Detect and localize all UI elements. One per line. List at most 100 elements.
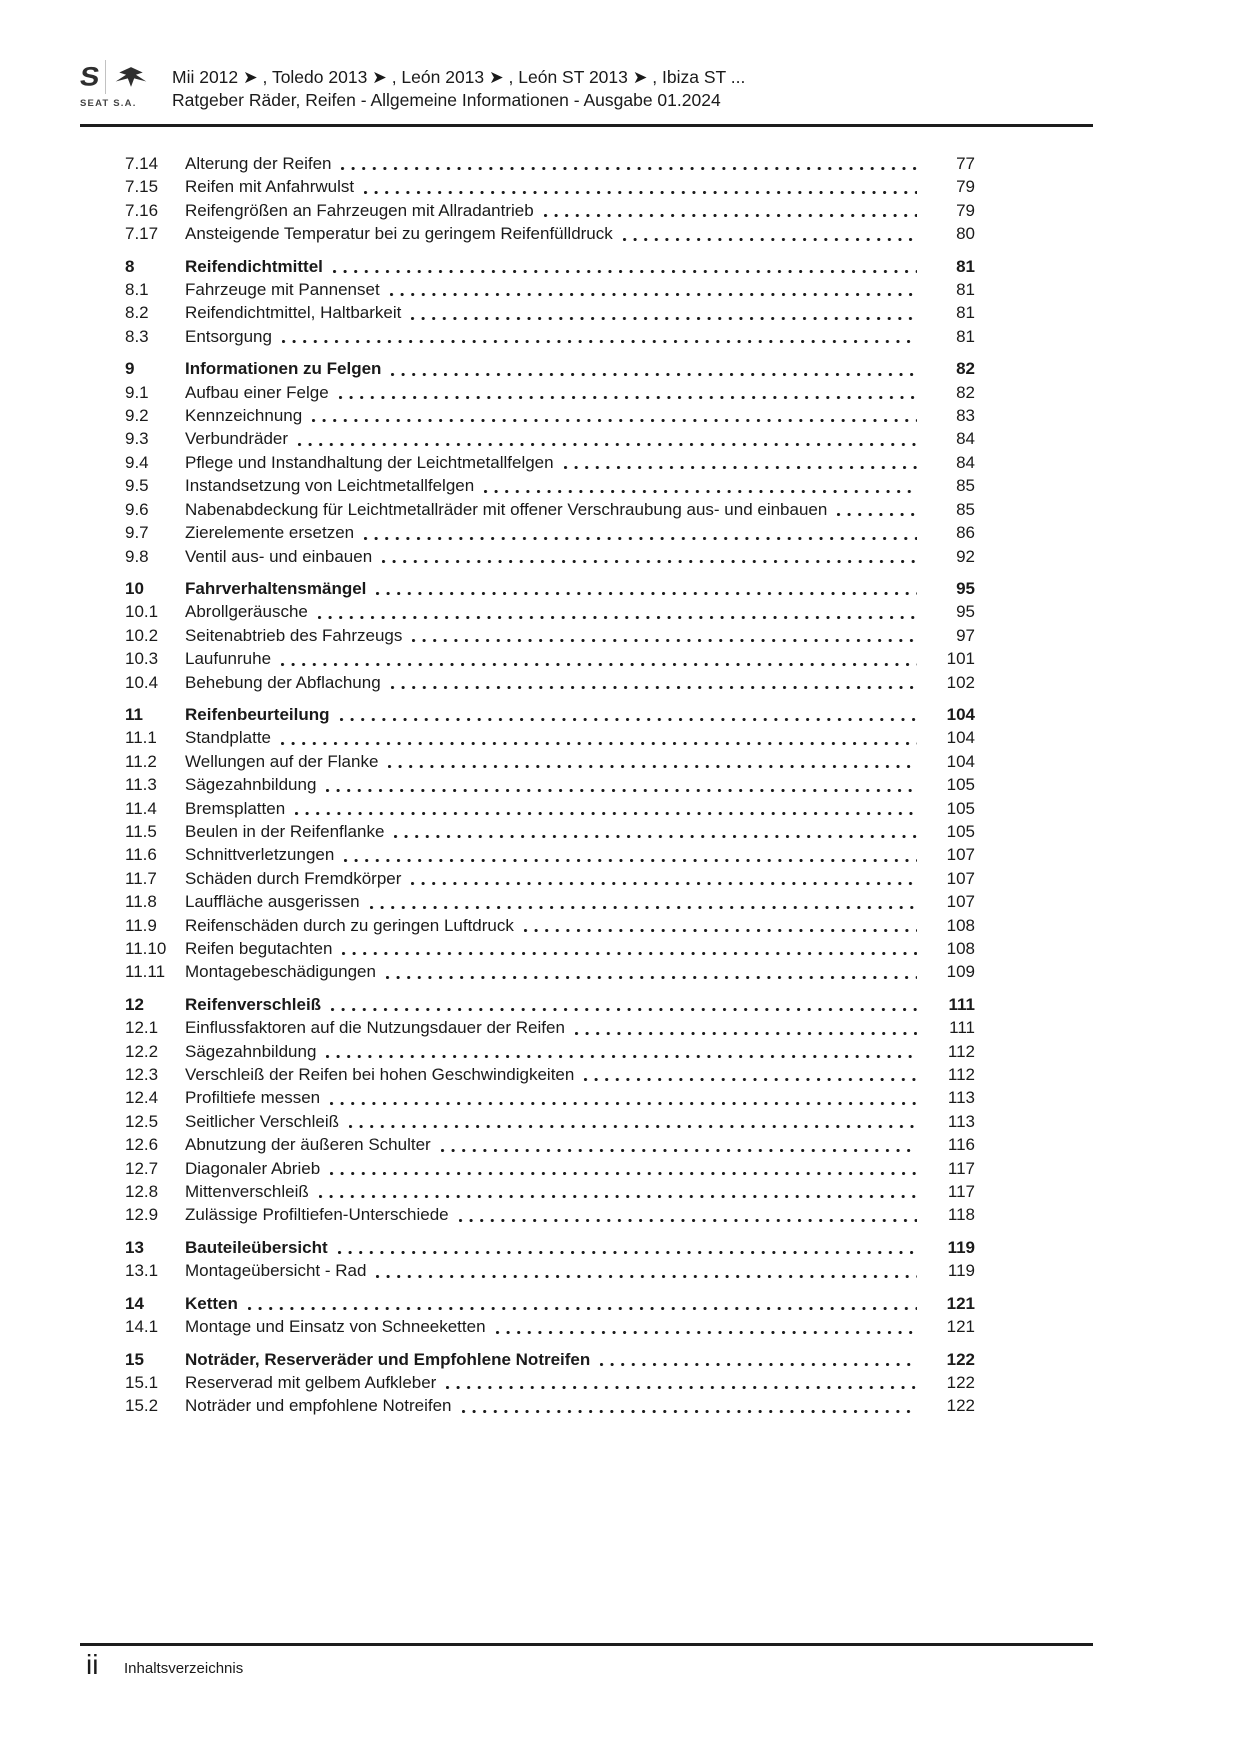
toc-row[interactable]: 12.9 Zulässige Profiltiefen-Unterschiede… xyxy=(125,1203,975,1226)
toc-row[interactable]: 9 Informationen zu Felgen 82 xyxy=(125,357,975,380)
toc-entry-number: 7.15 xyxy=(125,177,159,197)
toc-entry-number: 9.1 xyxy=(125,382,149,402)
toc-entry-page: 113 xyxy=(947,1111,975,1131)
toc-row[interactable]: 11.8 Lauffläche ausgerissen 107 xyxy=(125,890,975,913)
toc-row[interactable]: 9.7 Zierelemente ersetzen 86 xyxy=(125,521,975,544)
footer-page-marker: ii xyxy=(86,1649,99,1680)
table-of-contents: 7.14 Alterung der Reifen 77 7.15 Reifen … xyxy=(125,152,975,1418)
toc-row[interactable]: 13.1 Montageübersicht - Rad 119 xyxy=(125,1259,975,1282)
toc-entry-title: Abnutzung der äußeren Schulter xyxy=(185,1135,431,1155)
toc-row[interactable]: 10.2 Seitenabtrieb des Fahrzeugs 97 xyxy=(125,624,975,647)
toc-row[interactable]: 11.11 Montagebeschädigungen 109 xyxy=(125,960,975,983)
toc-row[interactable]: 11.5 Beulen in der Reifenflanke 105 xyxy=(125,820,975,843)
toc-entry-number: 12.5 xyxy=(125,1111,159,1131)
cupra-logo-icon xyxy=(116,67,147,87)
toc-entry-title: Instandsetzung von Leichtmetallfelgen xyxy=(185,476,475,496)
toc-row[interactable]: 11.2 Wellungen auf der Flanke 104 xyxy=(125,750,975,773)
toc-row[interactable]: 15.2 Noträder und empfohlene Notreifen 1… xyxy=(125,1394,975,1417)
toc-row[interactable]: 7.15 Reifen mit Anfahrwulst 79 xyxy=(125,175,975,198)
toc-row[interactable]: 9.3 Verbundräder 84 xyxy=(125,427,975,450)
dot-leader xyxy=(837,513,917,517)
toc-row[interactable]: 11.10 Reifen begutachten 108 xyxy=(125,937,975,960)
toc-row[interactable]: 8.3 Entsorgung 81 xyxy=(125,325,975,348)
toc-row[interactable]: 7.16 Reifengrößen an Fahrzeugen mit Allr… xyxy=(125,199,975,222)
toc-entry-number: 8 xyxy=(125,256,135,276)
toc-entry-page: 121 xyxy=(946,1317,975,1337)
toc-entry-title: Schäden durch Fremdkörper xyxy=(185,868,402,888)
toc-entry-page: 122 xyxy=(946,1372,975,1392)
toc-row[interactable]: 11.4 Bremsplatten 105 xyxy=(125,797,975,820)
toc-entry-title: Sägezahnbildung xyxy=(185,1041,317,1061)
toc-entry-number: 11.3 xyxy=(125,775,157,795)
toc-entry-title: Ansteigende Temperatur bei zu geringem R… xyxy=(185,224,613,244)
toc-row[interactable]: 11.6 Schnittverletzungen 107 xyxy=(125,843,975,866)
dot-leader xyxy=(364,190,917,194)
toc-row[interactable]: 15 Noträder, Reserveräder und Empfohlene… xyxy=(125,1348,975,1371)
toc-row[interactable]: 15.1 Reserverad mit gelbem Aufkleber 122 xyxy=(125,1371,975,1394)
toc-row[interactable]: 12 Reifenverschleiß 111 xyxy=(125,993,975,1016)
toc-row[interactable]: 13 Bauteileübersicht 119 xyxy=(125,1236,975,1259)
toc-entry-number: 9.8 xyxy=(125,546,149,566)
toc-row[interactable]: 12.3 Verschleiß der Reifen bei hohen Ges… xyxy=(125,1063,975,1086)
toc-row[interactable]: 7.14 Alterung der Reifen 77 xyxy=(125,152,975,175)
toc-entry-title: Noträder und empfohlene Notreifen xyxy=(185,1396,452,1416)
toc-entry-page: 84 xyxy=(956,452,975,472)
toc-entry-number: 11.8 xyxy=(125,892,157,912)
toc-entry-title: Alterung der Reifen xyxy=(185,154,332,173)
toc-row[interactable]: 14 Ketten 121 xyxy=(125,1292,975,1315)
toc-row[interactable]: 12.5 Seitlicher Verschleiß 113 xyxy=(125,1110,975,1133)
toc-row[interactable]: 9.1 Aufbau einer Felge 82 xyxy=(125,381,975,404)
toc-row[interactable]: 9.8 Ventil aus- und einbauen 92 xyxy=(125,545,975,568)
toc-entry-title: Reifengrößen an Fahrzeugen mit Allradant… xyxy=(185,200,534,220)
toc-entry-number: 10 xyxy=(125,578,144,598)
dot-leader xyxy=(412,639,917,643)
toc-entry-page: 107 xyxy=(946,892,975,912)
toc-entry-page: 112 xyxy=(947,1041,975,1061)
toc-row[interactable]: 10.3 Laufunruhe 101 xyxy=(125,647,975,670)
toc-row[interactable]: 8 Reifendichtmittel 81 xyxy=(125,255,975,278)
toc-entry-number: 15.1 xyxy=(125,1372,159,1392)
toc-row[interactable]: 7.17 Ansteigende Temperatur bei zu gerin… xyxy=(125,222,975,245)
toc-row[interactable]: 9.5 Instandsetzung von Leichtmetallfelge… xyxy=(125,474,975,497)
toc-row[interactable]: 14.1 Montage und Einsatz von Schneekette… xyxy=(125,1315,975,1338)
toc-row[interactable]: 11.3 Sägezahnbildung 105 xyxy=(125,773,975,796)
toc-entry-page: 104 xyxy=(946,751,975,771)
toc-entry-page: 81 xyxy=(956,303,975,323)
toc-row[interactable]: 9.6 Nabenabdeckung für Leichtmetallräder… xyxy=(125,498,975,521)
toc-row[interactable]: 12.8 Mittenverschleiß 117 xyxy=(125,1180,975,1203)
toc-entry-title: Pflege und Instandhaltung der Leichtmeta… xyxy=(185,452,554,472)
toc-row[interactable]: 9.2 Kennzeichnung 83 xyxy=(125,404,975,427)
footer-label: Inhaltsverzeichnis xyxy=(124,1660,244,1677)
toc-row[interactable]: 12.1 Einflussfaktoren auf die Nutzungsda… xyxy=(125,1016,975,1039)
toc-entry-title: Reifendichtmittel, Haltbarkeit xyxy=(185,303,402,323)
dot-leader xyxy=(338,396,917,400)
toc-entry-title: Montagebeschädigungen xyxy=(185,962,376,982)
toc-entry-number: 9.2 xyxy=(125,406,149,426)
toc-entry-page: 117 xyxy=(947,1182,975,1202)
toc-row[interactable]: 11 Reifenbeurteilung 104 xyxy=(125,703,975,726)
toc-row[interactable]: 12.4 Profiltiefe messen 113 xyxy=(125,1086,975,1109)
toc-entry-title: Laufunruhe xyxy=(185,649,272,669)
dot-leader xyxy=(446,1386,917,1390)
toc-row[interactable]: 8.1 Fahrzeuge mit Pannenset 81 xyxy=(125,278,975,301)
toc-row[interactable]: 12.7 Diagonaler Abrieb 117 xyxy=(125,1157,975,1180)
toc-row[interactable]: 9.4 Pflege und Instandhaltung der Leicht… xyxy=(125,451,975,474)
dot-leader xyxy=(369,905,917,909)
toc-row[interactable]: 11.9 Reifenschäden durch zu geringen Luf… xyxy=(125,914,975,937)
toc-row[interactable]: 11.1 Standplatte 104 xyxy=(125,726,975,749)
toc-row[interactable]: 12.6 Abnutzung der äußeren Schulter 116 xyxy=(125,1133,975,1156)
dot-leader xyxy=(484,489,917,493)
toc-row[interactable]: 10.1 Abrollgeräusche 95 xyxy=(125,600,975,623)
toc-row[interactable]: 11.7 Schäden durch Fremdkörper 107 xyxy=(125,867,975,890)
toc-row[interactable]: 10 Fahrverhaltensmängel 95 xyxy=(125,577,975,600)
toc-entry-number: 11.4 xyxy=(125,798,157,818)
toc-entry-number: 7.14 xyxy=(125,154,159,173)
toc-entry-title: Behebung der Abflachung xyxy=(185,672,381,692)
dot-leader xyxy=(295,811,917,815)
dot-leader xyxy=(495,1330,917,1334)
toc-row[interactable]: 12.2 Sägezahnbildung 112 xyxy=(125,1040,975,1063)
toc-row[interactable]: 8.2 Reifendichtmittel, Haltbarkeit 81 xyxy=(125,301,975,324)
dot-leader xyxy=(318,1195,917,1199)
toc-entry-number: 10.1 xyxy=(125,602,159,622)
toc-row[interactable]: 10.4 Behebung der Abflachung 102 xyxy=(125,671,975,694)
